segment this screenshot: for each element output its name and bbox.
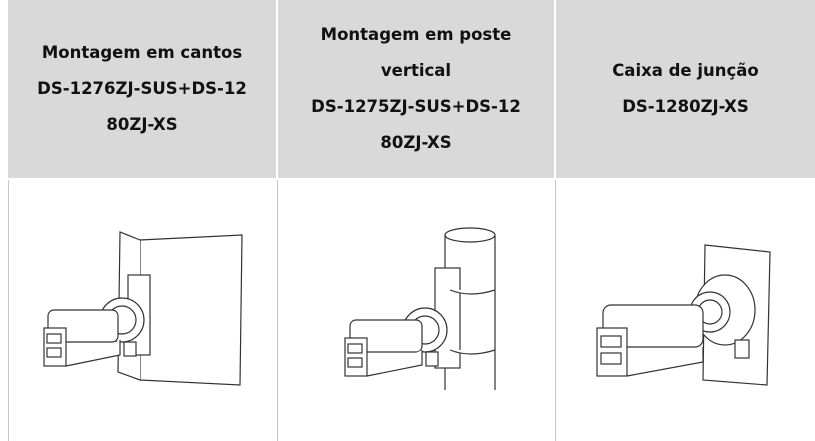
header-text: DS-1276ZJ-SUS+DS-12 <box>37 79 247 98</box>
pole-mount-image <box>344 227 496 390</box>
header-text: 80ZJ-XS <box>106 115 178 134</box>
header-text: vertical <box>380 61 452 80</box>
cell-border <box>8 180 9 441</box>
cell-border <box>277 180 278 441</box>
header-text: 80ZJ-XS <box>380 133 452 152</box>
cell-border <box>555 180 556 441</box>
header-cell: Montagem em cantos DS-1276ZJ-SUS+DS-12 80Z… <box>8 0 276 178</box>
header-text: Montagem em poste <box>320 25 512 44</box>
header-text: Montagem em cantos <box>41 43 243 62</box>
corner-mount-image <box>43 231 243 386</box>
header-cell: Caixa de junção DS-1280ZJ-XS <box>556 0 815 178</box>
header-text: Caixa de junção <box>612 61 759 80</box>
header-text: DS-1275ZJ-SUS+DS-12 <box>311 97 521 116</box>
header-cell: Montagem em poste vertical DS-1275ZJ-SUS+D… <box>278 0 554 178</box>
junction-box-image <box>596 244 771 386</box>
header-text: DS-1280ZJ-XS <box>622 97 749 116</box>
